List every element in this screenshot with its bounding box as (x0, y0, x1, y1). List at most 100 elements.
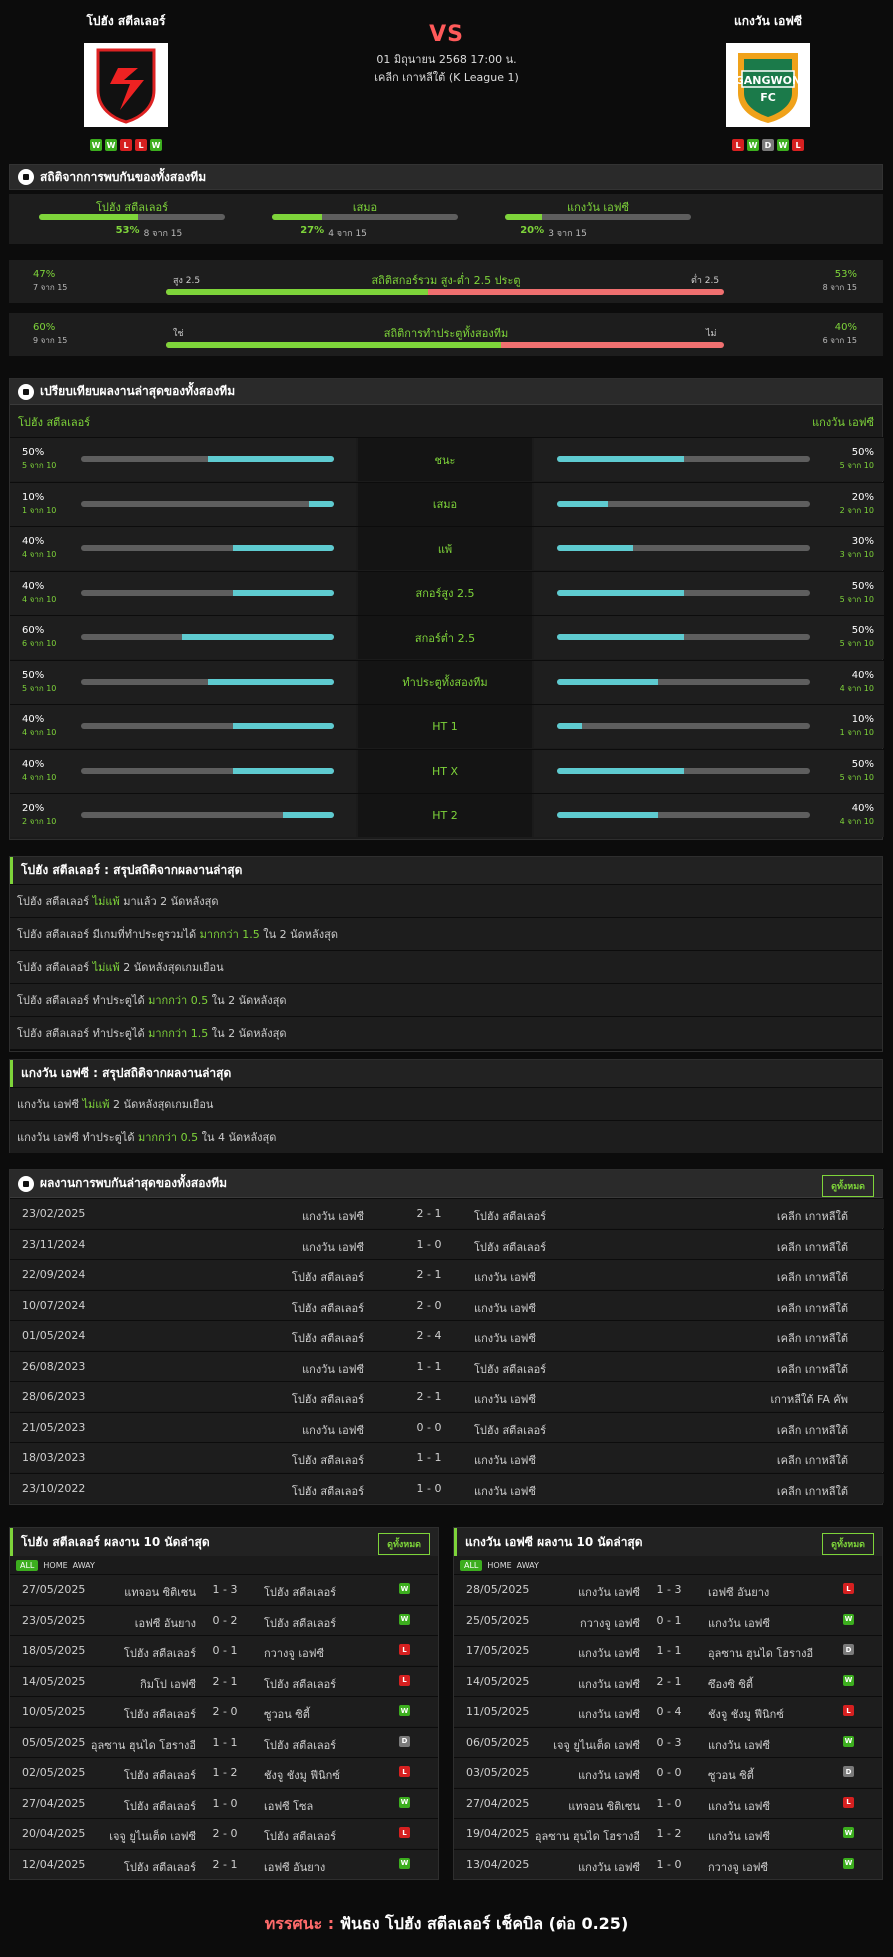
summary-highlight: ไม่แพ้ (82, 1098, 110, 1111)
compare-home-cell: 50% 5 จาก 10 (10, 438, 356, 481)
last-match-row[interactable]: 27/04/2025 แทจอน ซิติเซน 1 - 0 แกงวัน เอฟซี… (454, 1787, 882, 1818)
match-home-team: แกงวัน เอฟซี (578, 1860, 640, 1874)
last-match-row[interactable]: 11/05/2025 แกงวัน เอฟซี 0 - 4 ชังจู ชังมู ฟ… (454, 1696, 882, 1726)
match-away-team: โปฮัง สตีลเลอร์ (264, 1616, 337, 1630)
last-match-row[interactable]: 02/05/2025 โปฮัง สตีลเลอร์ 1 - 2 ชังจู ชังม… (10, 1757, 438, 1787)
view-all-home-button[interactable]: ดูทั้งหมด (378, 1533, 430, 1555)
h2h-date: 23/11/2024 (22, 1237, 86, 1251)
form-badge: L (120, 139, 132, 151)
match-home-team: เอฟซี อันยาง (134, 1616, 196, 1630)
match-score: 1 - 2 (212, 1766, 238, 1779)
ou-left-tag: สูง 2.5 (173, 276, 201, 286)
compare-row: 50% 5 จาก 10 ทำประตูทั้งสองทีม 40% 4 จาก 10 (10, 659, 884, 704)
last-match-row[interactable]: 27/05/2025 แทจอน ซิติเซน 1 - 3 โปฮัง สตีลเล… (10, 1574, 438, 1604)
last-match-row[interactable]: 14/05/2025 กิมโป เอฟซี 2 - 1 โปฮัง สตีลเลอร… (10, 1665, 438, 1696)
last-match-row[interactable]: 03/05/2025 แกงวัน เอฟซี 0 - 0 ซูวอน ซิตี้ D (454, 1757, 882, 1787)
compare-row: 10% 1 จาก 10 เสมอ 20% 2 จาก 10 (10, 481, 884, 526)
compare-home-bar-fill (308, 500, 334, 507)
last-match-row[interactable]: 06/05/2025 เจจู ยูไนเต็ด เอฟซี 0 - 3 แกงวัน… (454, 1726, 882, 1757)
compare-home-bar-fill (232, 589, 334, 596)
away-summary-lines: แกงวัน เอฟซี ไม่แพ้ 2 นัดหลังสุดเกมเยือน… (10, 1087, 882, 1153)
h2h-home-team: โปฮัง สตีลเลอร์ (291, 1393, 364, 1406)
match-score: 0 - 1 (212, 1644, 238, 1657)
h2h-result-row[interactable]: 28/06/2023 โปฮัง สตีลเลอร์ 2 - 1 แกงวัน เอฟ… (10, 1381, 884, 1411)
filter-tab-all[interactable]: ALL (16, 1559, 39, 1571)
compare-home-of: 4 จาก 10 (22, 728, 57, 737)
h2h-stat-of: 4 จาก 15 (328, 229, 367, 239)
compare-home-value: 40% (22, 580, 45, 592)
match-away-team: โปฮัง สตีลเลอร์ (264, 1677, 337, 1691)
filter-tab-away[interactable]: AWAY (72, 1560, 95, 1570)
h2h-results-section: ผลงานการพบกันล่าสุดของทั้งสองทีม ดูทั้งห… (9, 1169, 884, 1505)
summary-text: ใน 2 นัดหลังสุด (208, 1027, 287, 1040)
h2h-stat-of: 8 จาก 15 (143, 229, 183, 239)
h2h-score: 1 - 0 (416, 1481, 442, 1495)
form-badge: L (732, 139, 744, 151)
compare-home-bar (81, 589, 334, 596)
ou-right-pct: 53% (834, 269, 857, 280)
h2h-result-row[interactable]: 01/05/2024 โปฮัง สตีลเลอร์ 2 - 4 แกงวัน เอฟ… (10, 1320, 884, 1350)
h2h-stat-bar-fill (505, 214, 543, 220)
last-match-row[interactable]: 13/04/2025 แกงวัน เอฟซี 1 - 0 กวางจู เอฟซี W (454, 1848, 882, 1879)
last-match-row[interactable]: 27/04/2025 โปฮัง สตีลเลอร์ 1 - 0 เอฟซี โซล W (10, 1787, 438, 1818)
form-badge: L (792, 139, 804, 151)
last-match-row[interactable]: 05/05/2025 อุลซาน ฮุนได โฮรางอี 1 - 1 โปฮัง… (10, 1726, 438, 1757)
h2h-result-row[interactable]: 23/10/2022 โปฮัง สตีลเลอร์ 1 - 0 แกงวัน เอฟ… (10, 1472, 884, 1503)
last-match-row[interactable]: 10/05/2025 โปฮัง สตีลเลอร์ 2 - 0 ซูวอน ซิตี… (10, 1696, 438, 1726)
summary-line: โปฮัง สตีลเลอร์ ทำประตูได้ มากกว่า 0.5 ใ… (10, 983, 882, 1016)
last-match-row[interactable]: 12/04/2025 โปฮัง สตีลเลอร์ 2 - 1 เอฟซี อันย… (10, 1848, 438, 1879)
last-match-row[interactable]: 20/04/2025 เจจู ยูไนเต็ด เอฟซี 2 - 0 โปฮัง … (10, 1818, 438, 1848)
compare-away-bar (557, 456, 810, 462)
h2h-result-row[interactable]: 26/08/2023 แกงวัน เอฟซี 1 - 1 โปฮัง สตีลเลอ… (10, 1350, 884, 1381)
last-match-row[interactable]: 18/05/2025 โปฮัง สตีลเลอร์ 0 - 1 กวางจู เอฟ… (10, 1635, 438, 1665)
h2h-result-row[interactable]: 22/09/2024 โปฮัง สตีลเลอร์ 2 - 1 แกงวัน เอฟ… (10, 1259, 884, 1289)
compare-home-value: 40% (22, 536, 45, 547)
h2h-away-team: โปฮัง สตีลเลอร์ (474, 1362, 547, 1376)
compare-home-value: 10% (22, 491, 45, 503)
match-home-team: แกงวัน เอฟซี (578, 1708, 640, 1721)
compare-away-bar (557, 723, 810, 729)
h2h-away-team: แกงวัน เอฟซี (474, 1271, 536, 1284)
summary-text: มาแล้ว 2 นัดหลังสุด (119, 895, 219, 908)
h2h-result-row[interactable]: 21/05/2023 แกงวัน เอฟซี 0 - 0 โปฮัง สตีลเลอ… (10, 1411, 884, 1442)
filter-tab-home[interactable]: HOME (487, 1560, 512, 1570)
match-date: 28/05/2025 (466, 1583, 530, 1596)
filter-tab-all[interactable]: ALL (460, 1559, 483, 1571)
h2h-result-row[interactable]: 23/11/2024 แกงวัน เอฟซี 1 - 0 โปฮัง สตีลเลอ… (10, 1228, 884, 1259)
form-badge: W (105, 139, 117, 151)
summary-text: โปฮัง สตีลเลอร์ (17, 961, 93, 974)
summary-text: ใน 4 นัดหลังสุด (198, 1131, 277, 1144)
compare-home-cell: 40% 4 จาก 10 (10, 571, 356, 615)
compare-away-bar-fill (557, 545, 633, 551)
view-all-h2h-button[interactable]: ดูทั้งหมด (822, 1175, 874, 1197)
filter-tab-home[interactable]: HOME (43, 1560, 68, 1570)
match-score: 0 - 2 (212, 1613, 238, 1627)
compare-home-value: 50% (22, 669, 45, 681)
compare-away-bar (557, 634, 810, 640)
verdict: ทรรศนะ : ฟันธง โปฮัง สตีลเลอร์ เช็คบิล (… (0, 1912, 893, 1937)
last-match-row[interactable]: 25/05/2025 กวางจู เอฟซี 0 - 1 แกงวัน เอฟซี W (454, 1604, 882, 1635)
last-match-row[interactable]: 17/05/2025 แกงวัน เอฟซี 1 - 1 อุลซาน ฮุนได … (454, 1635, 882, 1665)
btts-right: 40% 6 จาก 15 (823, 321, 857, 347)
view-all-away-button[interactable]: ดูทั้งหมด (822, 1533, 874, 1555)
compare-home-cell: 10% 1 จาก 10 (10, 482, 356, 526)
last-match-row[interactable]: 28/05/2025 แกงวัน เอฟซี 1 - 3 เอฟซี อันยาง L (454, 1574, 882, 1604)
h2h-result-row[interactable]: 18/03/2023 โปฮัง สตีลเลอร์ 1 - 1 แกงวัน เอฟ… (10, 1442, 884, 1472)
summary-line: โปฮัง สตีลเลอร์ มีเกมที่ทำประตูรวมได้ มา… (10, 917, 882, 950)
ou-left: 47% 7 จาก 15 (33, 268, 67, 294)
filter-tab-away[interactable]: AWAY (516, 1560, 539, 1570)
h2h-result-row[interactable]: 10/07/2024 โปฮัง สตีลเลอร์ 2 - 0 แกงวัน เอฟ… (10, 1289, 884, 1320)
h2h-result-row[interactable]: 23/02/2025 แกงวัน เอฟซี 2 - 1 โปฮัง สตีลเลอ… (10, 1198, 884, 1228)
h2h-score: 2 - 1 (416, 1207, 442, 1220)
last-match-row[interactable]: 14/05/2025 แกงวัน เอฟซี 2 - 1 ซึองซิ ซิตี้ W (454, 1665, 882, 1696)
h2h-away-team: โปฮัง สตีลเลอร์ (474, 1210, 547, 1223)
h2h-home-team: แกงวัน เอฟซี (302, 1423, 364, 1437)
away-last10-header: แกงวัน เอฟซี ผลงาน 10 นัดล่าสุด ดูทั้งหมด (454, 1528, 882, 1556)
summary-text: แกงวัน เอฟซี ทำประตูได้ (17, 1131, 138, 1144)
compare-section: เปรียบเทียบผลงานล่าสุดของทั้งสองทีม โปฮั… (9, 378, 884, 840)
over-under-bar: 47% 7 จาก 15 สูง 2.5 สถิติสกอร์รวม สูง-ต่… (9, 260, 883, 303)
last-match-row[interactable]: 23/05/2025 เอฟซี อันยาง 0 - 2 โปฮัง สตีลเลอ… (10, 1604, 438, 1635)
last-match-row[interactable]: 19/04/2025 อุลซาน ฮุนได โฮรางอี 1 - 2 แกงวั… (454, 1818, 882, 1848)
